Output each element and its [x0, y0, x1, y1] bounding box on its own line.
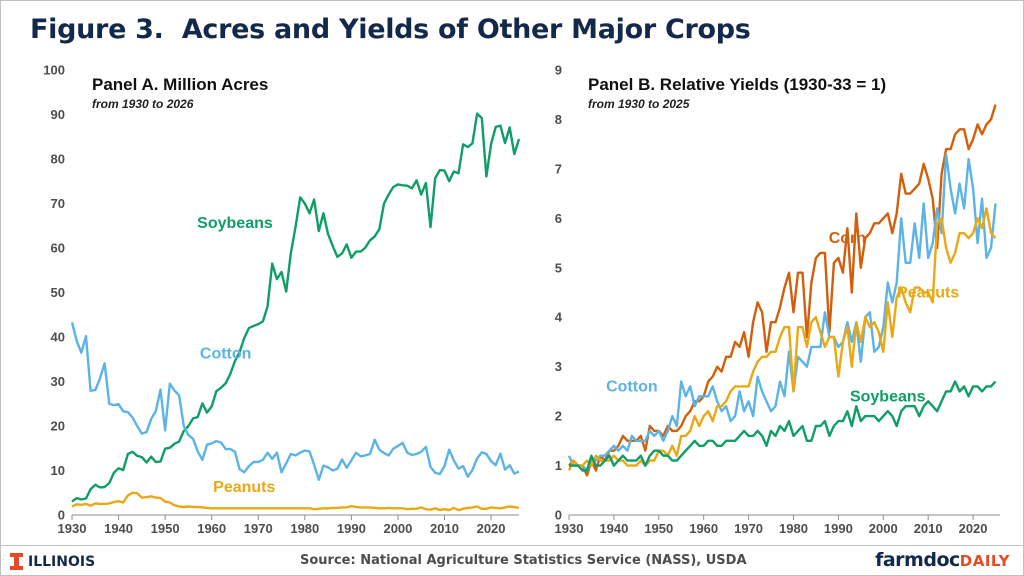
panel-b-label-soybeans: Soybeans [850, 388, 926, 405]
panel-a-x-tick-label: 2020 [477, 521, 506, 536]
panel-b-y-tick-label: 5 [555, 260, 562, 275]
panel-a-y-tick-label: 50 [51, 285, 65, 300]
panel-b-series-cotton [567, 152, 997, 472]
panel-a-x-tick-label: 2000 [383, 521, 412, 536]
panel-a-x-tick-label: 2010 [430, 521, 459, 536]
panel-b-label-corn: Corn [829, 230, 866, 247]
panel-b-y-tick-label: 3 [555, 359, 562, 374]
panel-a-series-peanuts [71, 491, 520, 512]
panel-b-x-tick-label: 1980 [779, 521, 808, 536]
panel-b-subtitle: from 1930 to 2025 [588, 97, 690, 111]
panel-a-y-tick-label: 40 [51, 330, 65, 345]
panel-a-y-tick-label: 30 [51, 374, 65, 389]
panel-b-x-tick-label: 1960 [689, 521, 718, 536]
panel-b-y-tick-label: 1 [555, 458, 562, 473]
panel-b-y-tick-label: 0 [555, 508, 562, 523]
panel-b-x-tick-label: 1990 [824, 521, 853, 536]
figure-title: Figure 3. Acres and Yields of Other Majo… [30, 14, 751, 45]
farmdoc-wordmark: farmdoc [875, 549, 960, 571]
panel-a-series-cotton [70, 322, 520, 481]
panel-b-x-tick-label: 1940 [599, 521, 628, 536]
panel-a-label-soybeans: Soybeans [197, 215, 273, 232]
panel-b-x-tick-label: 1970 [734, 521, 763, 536]
panel-b-x-tick-label: 1950 [644, 521, 673, 536]
panel-b-x-tick-label: 1930 [555, 521, 584, 536]
panel-b-x-tick-label: 2010 [914, 521, 943, 536]
panel-b-y-tick-label: 2 [555, 409, 562, 424]
panel-a-title: Panel A. Million Acres [92, 75, 268, 94]
panel-b-y-tick-label: 8 [555, 112, 562, 127]
panel-a-y-tick-label: 100 [43, 63, 65, 78]
illinois-logo: ILLINOIS [10, 553, 95, 570]
panel-a-label-peanuts: Peanuts [213, 479, 275, 496]
source-note: Source: National Agriculture Statistics … [300, 553, 747, 568]
panel-b-label-peanuts: Peanuts [897, 284, 959, 301]
panel-b-label-cotton: Cotton [606, 378, 658, 395]
panel-a-x-tick-label: 1960 [197, 521, 226, 536]
panel-a-y-tick-label: 80 [51, 152, 65, 167]
panel-a-series-soybeans [71, 112, 521, 503]
illinois-block-i-icon [10, 553, 23, 570]
panel-a-x-tick-label: 1940 [104, 521, 133, 536]
panel-a-x-tick-label: 1970 [244, 521, 273, 536]
panel-a-subtitle: from 1930 to 2026 [92, 97, 194, 111]
panel-b-series-corn [568, 104, 997, 477]
panel-a-y-tick-label: 0 [58, 508, 65, 523]
illinois-wordmark: ILLINOIS [28, 553, 96, 570]
footer-divider [0, 545, 1024, 546]
panel-b-x-tick-label: 2020 [959, 521, 988, 536]
panel-a-y-tick-label: 90 [51, 107, 65, 122]
panel-a-y-tick-label: 10 [51, 463, 65, 478]
panel-b-y-tick-label: 6 [555, 211, 562, 226]
panel-b-y-tick-label: 9 [555, 63, 562, 78]
panel-b-y-tick-label: 4 [555, 310, 563, 325]
panel-a-y-tick-label: 70 [51, 196, 65, 211]
daily-wordmark: DAILY [959, 552, 1010, 570]
farmdoc-daily-logo: farmdocDAILY [875, 549, 1010, 571]
panel-b-series-soybeans [569, 380, 997, 472]
panel-b-y-tick-label: 7 [555, 161, 562, 176]
panel-a-x-tick-label: 1930 [58, 521, 87, 536]
panel-a-x-tick-label: 1980 [290, 521, 319, 536]
panel-a-y-tick-label: 60 [51, 241, 65, 256]
panel-a-x-tick-label: 1990 [337, 521, 366, 536]
panel-a-x-tick-label: 1950 [151, 521, 180, 536]
panel-b-series-peanuts [567, 207, 997, 471]
panel-a-y-tick-label: 20 [51, 419, 65, 434]
panel-a-label-cotton: Cotton [200, 345, 252, 362]
panel-b-x-tick-label: 2000 [869, 521, 898, 536]
panel-b-title: Panel B. Relative Yields (1930-33 = 1) [588, 75, 886, 94]
